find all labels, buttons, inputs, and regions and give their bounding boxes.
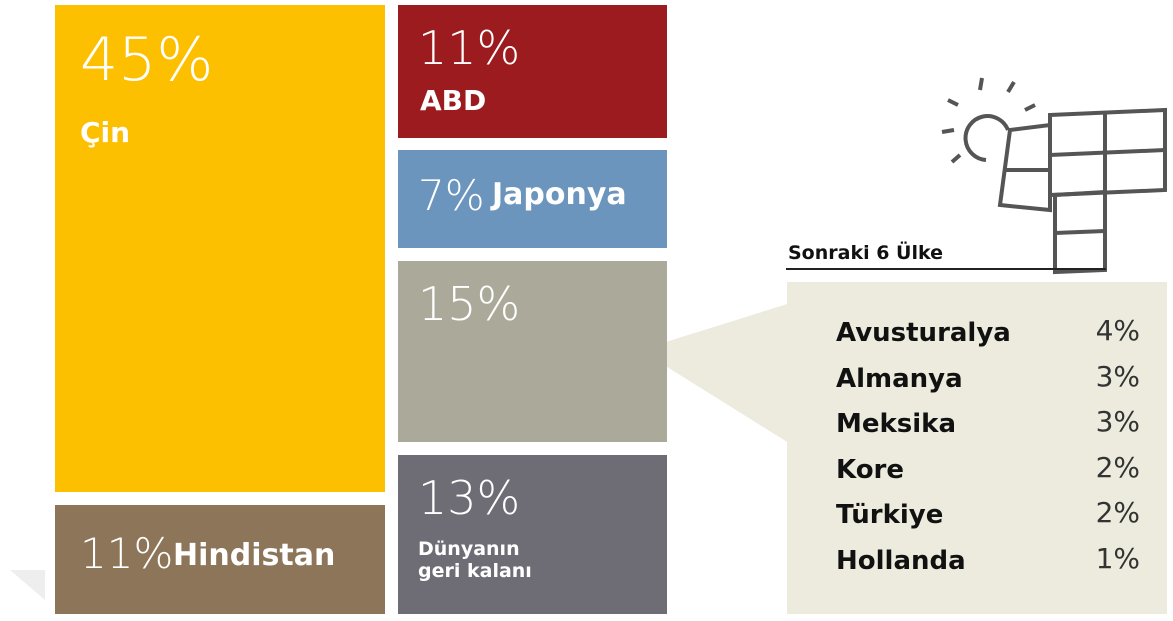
value-label: 7% xyxy=(418,171,485,220)
value-label: 15% xyxy=(418,277,521,331)
value-label: 11% xyxy=(418,21,521,75)
category-label: Çin xyxy=(80,116,131,149)
callout-panel xyxy=(787,282,1167,614)
treemap-cell: 11% ABD xyxy=(398,5,667,138)
breakdown-rule xyxy=(786,268,1106,270)
value-label: 11% xyxy=(80,529,174,578)
category-label: Japonya xyxy=(492,177,627,212)
treemap-cell: 15% xyxy=(398,261,667,442)
breakdown-value: 2% xyxy=(1095,450,1140,484)
breakdown-country: Hollanda xyxy=(836,545,966,576)
breakdown-country: Meksika xyxy=(836,409,957,439)
breakdown-value: 3% xyxy=(1095,359,1140,393)
treemap-cell: 13% Dünyanın geri kalanı xyxy=(398,455,667,614)
solar-icon xyxy=(941,77,1167,275)
breakdown-value: 2% xyxy=(1095,496,1140,529)
category-label: Dünyanın geri kalanı xyxy=(418,538,532,582)
treemap-cell: 11% Hindistan xyxy=(55,505,385,614)
value-label: 45% xyxy=(80,25,214,95)
category-label: Hindistan xyxy=(173,538,336,573)
value-label: 13% xyxy=(418,471,521,525)
breakdown-title: Sonraki 6 Ülke xyxy=(788,242,944,264)
breakdown-country: Almanya xyxy=(836,363,963,394)
breakdown-value: 1% xyxy=(1095,541,1140,575)
breakdown-value: 3% xyxy=(1095,405,1140,438)
breakdown-value: 4% xyxy=(1095,314,1140,347)
breakdown-country: Avusturalya xyxy=(836,318,1011,348)
treemap-cell: 7% Japonya xyxy=(398,150,667,248)
breakdown-country: Türkiye xyxy=(836,500,944,530)
breakdown-country: Kore xyxy=(836,454,905,485)
treemap-cell: 45% Çin xyxy=(55,5,385,492)
category-label: ABD xyxy=(420,84,487,117)
